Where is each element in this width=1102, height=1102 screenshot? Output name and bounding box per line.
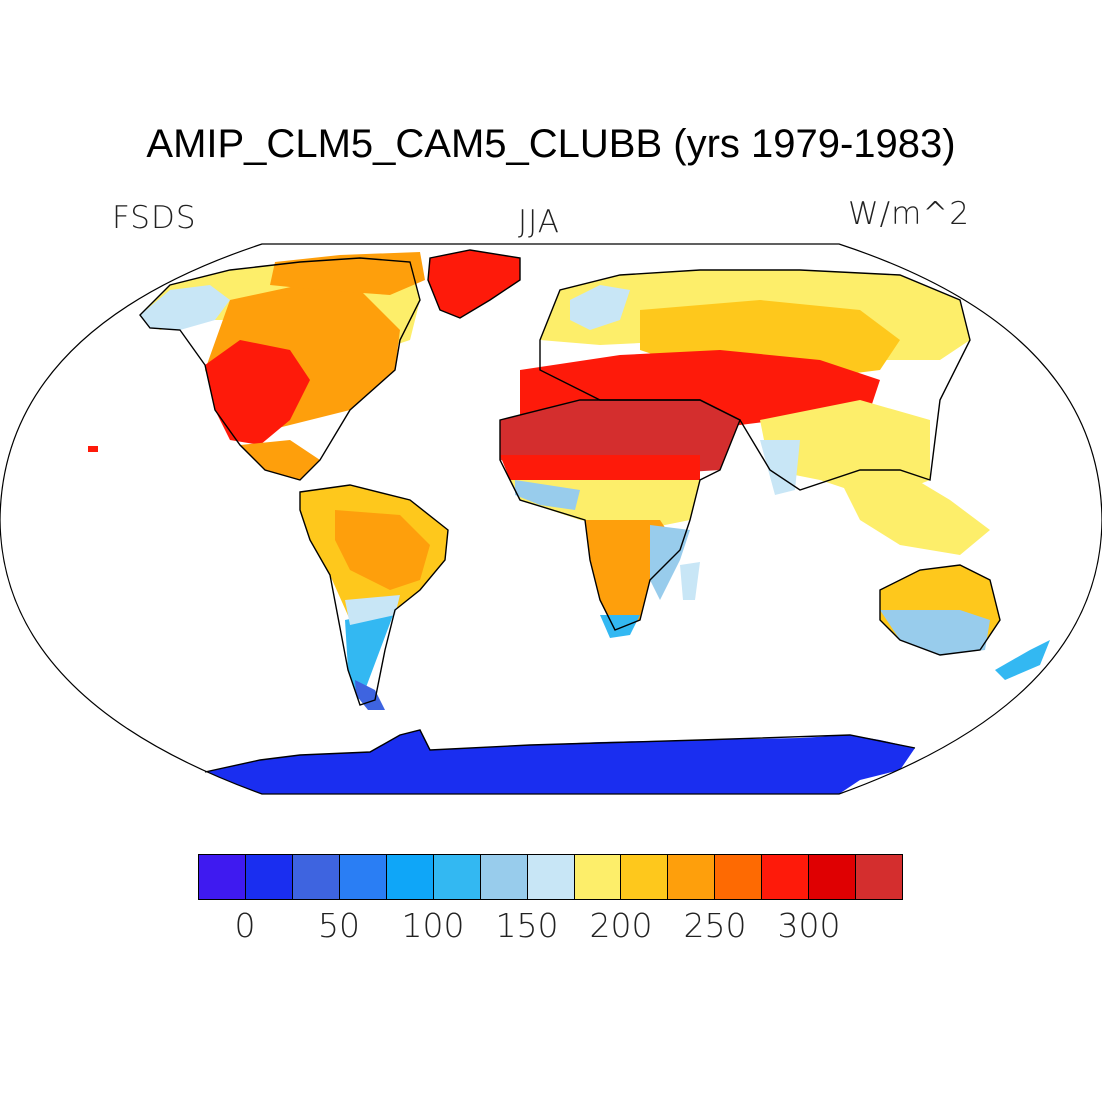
africa-coast bbox=[499, 399, 741, 631]
greenland-field bbox=[428, 250, 520, 318]
colorbar-tick-label: 200 bbox=[589, 906, 653, 945]
colorbar-box bbox=[199, 855, 246, 899]
north-america-coast bbox=[139, 257, 421, 481]
cape-field bbox=[600, 615, 640, 638]
colorbar-box bbox=[480, 855, 528, 899]
mexico-field bbox=[240, 440, 320, 480]
scandinavia-field bbox=[570, 285, 630, 330]
chile-field bbox=[345, 595, 400, 625]
colorbar-tick-label: 250 bbox=[683, 906, 747, 945]
colorbar-box bbox=[339, 855, 387, 899]
plot-title: AMIP_CLM5_CAM5_CLUBB (yrs 1979-1983) bbox=[146, 122, 956, 166]
colorbar-box bbox=[574, 855, 622, 899]
nz-field bbox=[995, 640, 1050, 680]
map-fields bbox=[88, 250, 1050, 794]
canada-archipelago-field bbox=[270, 252, 425, 295]
colorbar-tick-label: 100 bbox=[401, 906, 465, 945]
tierra-del-fuego-field bbox=[355, 680, 385, 710]
brazil-field bbox=[335, 510, 430, 590]
greenland-coast bbox=[427, 249, 521, 319]
alaska-field bbox=[140, 285, 230, 330]
india-field bbox=[760, 440, 800, 495]
colorbar-tick-label: 0 bbox=[234, 906, 256, 945]
gulf-guinea-field bbox=[515, 480, 580, 510]
colorbar-box bbox=[621, 855, 669, 899]
globe-outline bbox=[0, 243, 1102, 795]
colorbar-box bbox=[245, 855, 293, 899]
colorbar-box bbox=[668, 855, 716, 899]
season-label: JJA bbox=[518, 204, 560, 240]
colorbar-box bbox=[809, 855, 857, 899]
variable-label: FSDS bbox=[112, 200, 197, 236]
hawaii-field bbox=[88, 446, 98, 452]
australia-south-field bbox=[880, 610, 990, 655]
colorbar-box bbox=[386, 855, 434, 899]
mozambique-field bbox=[650, 525, 690, 600]
colorbar bbox=[198, 854, 903, 900]
south-america-coast bbox=[299, 484, 449, 706]
colorbar-box bbox=[715, 855, 763, 899]
antarctica-field bbox=[205, 730, 915, 794]
colorbar-box bbox=[762, 855, 810, 899]
units-label: W/m^2 bbox=[848, 196, 970, 232]
colorbar-tick-label: 150 bbox=[495, 906, 559, 945]
colorbar-box bbox=[433, 855, 481, 899]
colorbar-tick-label: 50 bbox=[318, 906, 360, 945]
madagascar-field bbox=[680, 562, 700, 600]
colorbar-box bbox=[292, 855, 340, 899]
antarctica-coast bbox=[204, 729, 916, 773]
southeast-asia-field bbox=[840, 470, 990, 555]
australia-coast bbox=[879, 564, 1001, 656]
patagonia-field bbox=[345, 610, 395, 700]
coastlines bbox=[139, 249, 1001, 773]
colorbar-box bbox=[527, 855, 575, 899]
colorbar-tick-label: 300 bbox=[777, 906, 841, 945]
us-southwest-field bbox=[205, 340, 310, 445]
colorbar-box bbox=[856, 855, 903, 899]
